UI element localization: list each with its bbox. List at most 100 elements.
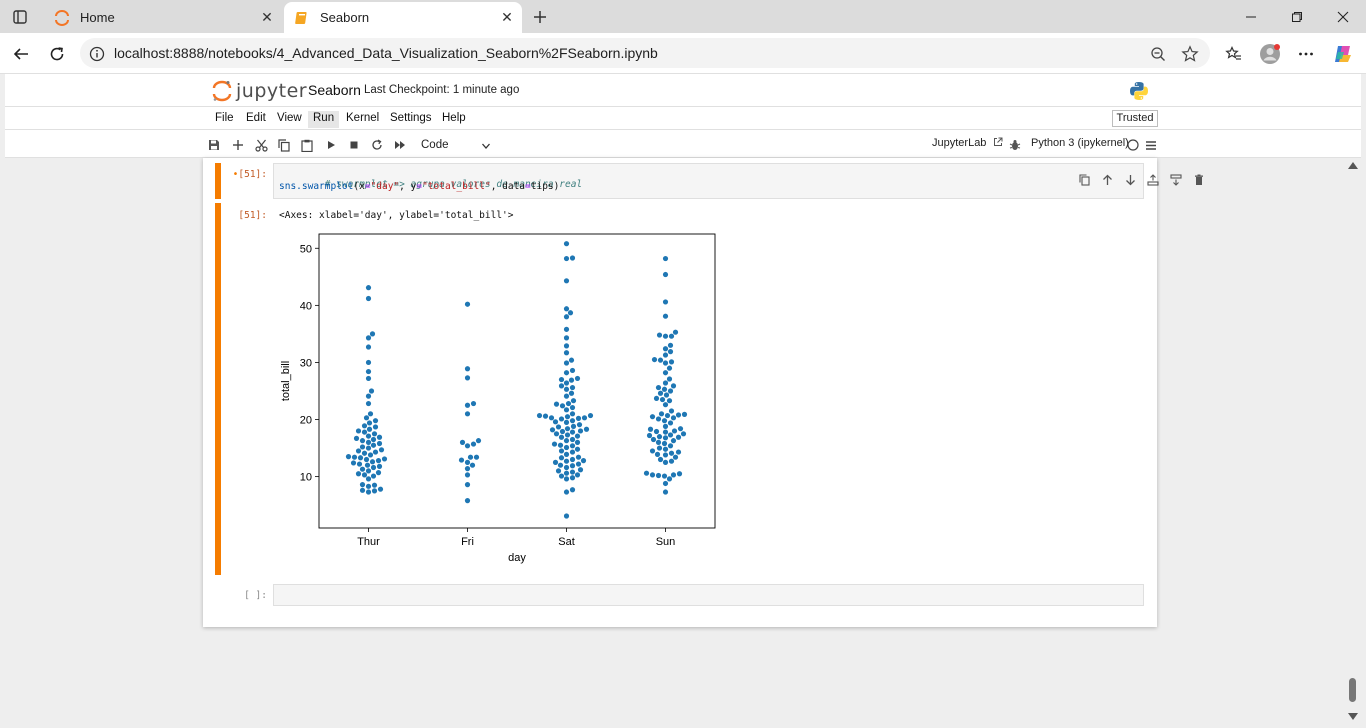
swarm-point-sun — [655, 439, 662, 445]
duplicate-cell-icon[interactable] — [1076, 172, 1092, 188]
swarm-point-sun — [661, 473, 668, 479]
swarm-point-sat — [563, 419, 570, 425]
jupyter-logo[interactable]: jupyter — [212, 80, 307, 102]
code-line-2: sns.swarmplot(x="day", y="total_bill", d… — [279, 181, 559, 192]
swarm-point-fri — [464, 443, 471, 449]
swarm-point-thur — [365, 295, 372, 302]
cell-type-select[interactable]: Code — [417, 136, 491, 154]
notebook-panel[interactable]: •[51]: # swarmplot => agrupa valores de … — [5, 158, 1361, 724]
kernel-name[interactable]: Python 3 (ipykernel) — [1031, 137, 1129, 149]
tab-home[interactable]: Home ✕ — [44, 2, 282, 33]
swarm-point-sat — [568, 357, 575, 363]
new-tab-icon[interactable] — [528, 6, 552, 28]
swarm-point-sun — [662, 370, 669, 376]
close-tab-icon[interactable]: ✕ — [261, 9, 273, 25]
restore-icon[interactable] — [1274, 0, 1320, 33]
code-editor[interactable]: # swarmplot => agrupa valores de maneira… — [273, 163, 1203, 199]
favorite-star-icon[interactable] — [1181, 45, 1199, 63]
back-icon[interactable] — [8, 41, 34, 67]
swarm-point-thur — [359, 466, 366, 472]
swarm-point-sat — [563, 335, 570, 341]
swarm-point-sat — [574, 433, 581, 439]
menu-kernel[interactable]: Kernel — [346, 112, 380, 124]
add-cell-icon[interactable] — [229, 136, 247, 154]
vertical-scrollbar[interactable] — [1344, 158, 1361, 724]
swarm-point-sat — [564, 426, 571, 432]
insert-above-icon[interactable] — [1145, 172, 1161, 188]
swarm-point-sat — [558, 434, 565, 440]
url-bar[interactable]: localhost:8888/notebooks/4_Advanced_Data… — [80, 38, 1210, 68]
jupyterlab-link[interactable]: JupyterLab — [932, 137, 1003, 149]
tab-seaborn[interactable]: Seaborn ✕ — [284, 2, 522, 33]
swarm-point-thur — [365, 439, 372, 445]
jupyter-menubar: File Edit View Run Kernel Settings Help … — [5, 108, 1361, 130]
swarm-point-sun — [656, 332, 663, 338]
menu-view[interactable]: View — [277, 112, 302, 124]
minimize-icon[interactable] — [1228, 0, 1274, 33]
swarm-point-sat — [563, 464, 570, 471]
notebook-title[interactable]: Seaborn — [308, 82, 361, 98]
reload-icon[interactable] — [44, 41, 70, 67]
more-options-icon[interactable] — [1293, 41, 1319, 67]
notebook-sheet: •[51]: # swarmplot => agrupa valores de … — [203, 158, 1203, 627]
swarm-point-thur — [372, 424, 379, 430]
profile-avatar-icon[interactable] — [1257, 41, 1283, 67]
x-tick-label: Sun — [656, 536, 676, 548]
swarm-point-thur — [365, 375, 372, 382]
swarm-point-thur — [367, 452, 374, 458]
x-tick-label: Thur — [357, 536, 380, 548]
swarm-point-sat — [563, 370, 570, 376]
scroll-up-icon[interactable] — [1348, 162, 1358, 169]
debugger-icon[interactable] — [1006, 136, 1024, 154]
move-down-icon[interactable] — [1122, 172, 1138, 188]
restart-run-all-icon[interactable] — [391, 136, 409, 154]
swarm-point-sat — [568, 377, 575, 383]
swarm-point-sat — [563, 444, 570, 451]
swarm-point-sat — [569, 469, 576, 475]
menu-edit[interactable]: Edit — [246, 112, 266, 124]
swarm-point-sat — [569, 411, 576, 417]
swarm-point-sun — [655, 472, 662, 479]
menu-run[interactable]: Run — [308, 111, 340, 128]
save-icon[interactable] — [205, 136, 223, 154]
tab-actions-icon[interactable] — [8, 6, 32, 28]
swarm-point-fri — [464, 482, 471, 488]
swarm-point-thur — [365, 368, 372, 375]
menu-settings[interactable]: Settings — [390, 112, 432, 124]
scrollbar-thumb[interactable] — [1349, 678, 1356, 702]
move-up-icon[interactable] — [1099, 172, 1115, 188]
swarm-point-sat — [569, 384, 576, 391]
restart-kernel-icon[interactable] — [368, 136, 386, 154]
swarm-point-sat — [569, 255, 576, 261]
swarm-point-sat — [563, 393, 570, 399]
menu-file[interactable]: File — [215, 112, 234, 124]
copilot-icon[interactable] — [1330, 41, 1356, 67]
hamburger-menu-icon[interactable] — [1142, 136, 1160, 154]
close-window-icon[interactable] — [1320, 0, 1366, 33]
run-icon[interactable] — [322, 136, 340, 154]
swarm-point-sun — [667, 342, 674, 348]
delete-cell-icon[interactable] — [1191, 172, 1207, 188]
swarm-point-sun — [662, 489, 669, 495]
copy-icon[interactable] — [275, 136, 293, 154]
swarm-point-sat — [565, 400, 572, 407]
swarm-point-sat — [552, 419, 559, 425]
favorites-icon[interactable] — [1221, 41, 1247, 67]
swarm-point-sat — [563, 255, 570, 262]
trusted-badge[interactable]: Trusted — [1112, 110, 1158, 127]
insert-below-icon[interactable] — [1168, 172, 1184, 188]
menu-help[interactable]: Help — [442, 112, 466, 124]
swarm-point-thur — [361, 429, 368, 435]
close-tab-icon[interactable]: ✕ — [501, 9, 513, 25]
swarm-point-thur — [363, 415, 370, 421]
swarm-point-sat — [564, 414, 571, 420]
scroll-down-icon[interactable] — [1348, 713, 1358, 720]
stop-icon[interactable] — [345, 136, 363, 154]
paste-icon[interactable] — [298, 136, 316, 154]
kernel-status-idle-icon — [1124, 136, 1142, 154]
cut-icon[interactable] — [252, 136, 270, 154]
swarm-point-thur — [365, 400, 372, 407]
info-icon[interactable] — [88, 45, 106, 63]
empty-code-cell[interactable] — [273, 584, 1144, 606]
zoom-out-icon[interactable] — [1149, 45, 1167, 63]
